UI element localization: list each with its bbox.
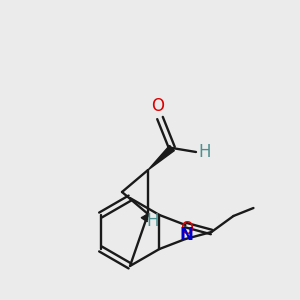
Polygon shape bbox=[148, 146, 174, 170]
Text: H: H bbox=[198, 143, 211, 161]
Text: O: O bbox=[180, 220, 193, 238]
Text: N: N bbox=[179, 226, 194, 244]
Text: O: O bbox=[152, 97, 164, 115]
Text: H: H bbox=[146, 212, 158, 230]
